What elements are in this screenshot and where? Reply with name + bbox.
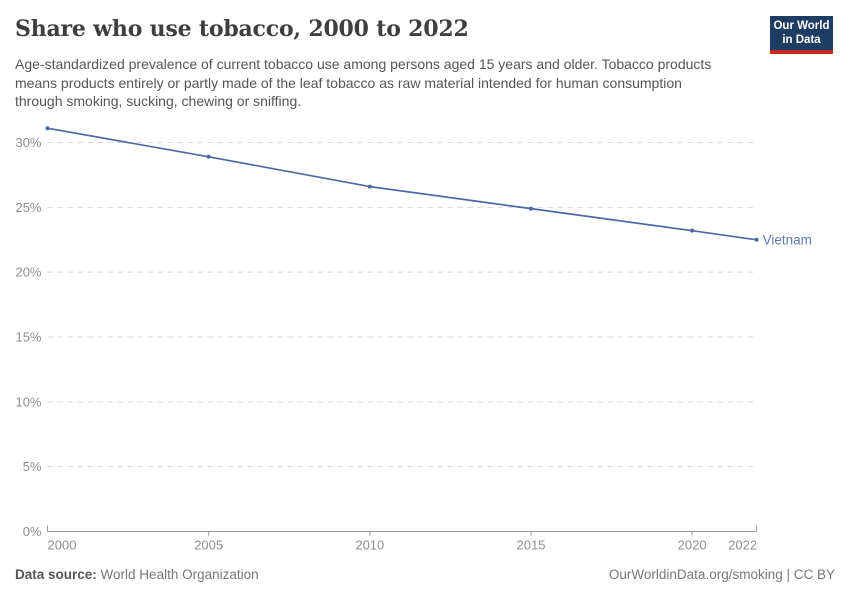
chart-footer: Data source: World Health Organization O…	[15, 567, 835, 582]
data-point	[754, 237, 759, 242]
chart-subtitle: Age-standardized prevalence of current t…	[15, 56, 712, 109]
y-axis-label: 10%	[15, 394, 41, 409]
x-axis-label: 2000	[48, 538, 77, 553]
y-axis-label: 30%	[15, 135, 41, 150]
data-source: Data source: World Health Organization	[15, 567, 259, 582]
x-axis-label: 2020	[678, 538, 707, 553]
owid-logo-line2: in Data	[782, 33, 821, 46]
data-point	[690, 228, 695, 233]
owid-logo-text: Our World in Data	[770, 16, 833, 50]
y-axis-label: 5%	[23, 459, 42, 474]
y-axis-label: 25%	[15, 200, 41, 215]
page-title: Share who use tobacco, 2000 to 2022	[15, 16, 469, 42]
x-axis-label: 2005	[194, 538, 223, 553]
data-point	[528, 206, 533, 211]
trend-line	[46, 127, 758, 241]
credit-link[interactable]: OurWorldinData.org/smoking | CC BY	[608, 567, 835, 582]
x-axis-label: 2015	[517, 538, 546, 553]
data-point	[206, 154, 211, 159]
y-axis-label: 15%	[15, 330, 41, 345]
x-axis-label: 2010	[355, 538, 384, 553]
entity-label-vietnam: Vietnam	[763, 232, 812, 247]
y-axis-label: 20%	[15, 265, 41, 280]
x-axis-label: 2022	[728, 538, 757, 553]
data-source-label: Data source:	[15, 567, 97, 582]
owid-logo: Our World in Data	[770, 16, 833, 54]
data-source-value: World Health Organization	[100, 567, 259, 582]
owid-logo-accent-bar	[770, 50, 833, 54]
data-point	[367, 184, 372, 189]
y-axis-label: 0%	[23, 524, 42, 539]
data-point	[45, 126, 50, 131]
owid-logo-line1: Our World	[773, 20, 830, 32]
